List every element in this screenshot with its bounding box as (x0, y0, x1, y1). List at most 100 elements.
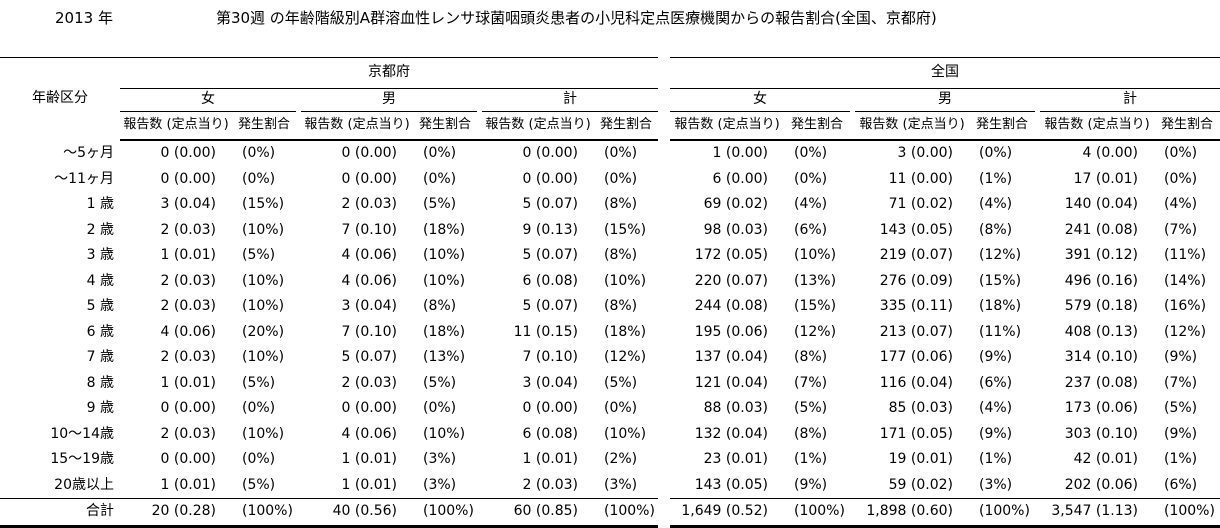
spacer (296, 498, 301, 528)
rate-cell: (12%) (604, 349, 647, 366)
count-cell: 40 (0.56) (301, 498, 413, 528)
count-cell: 5 (0.07) (522, 196, 578, 213)
sub-header-row: 報告数 (定点当り) 発生割合 報告数 (定点当り) 発生割合 報告数 (定点当… (0, 111, 1220, 141)
count-cell: 59 (0.02) (888, 476, 953, 493)
rate-header: 発生割合 (232, 111, 296, 141)
count-cell: 4 (0.06) (341, 272, 397, 289)
count-cell: 579 (0.18) (1064, 298, 1138, 315)
age-label: 9 歳 (86, 400, 114, 417)
rate-cell: (10%) (242, 425, 285, 442)
age-label: 20歳以上 (54, 476, 114, 493)
spacer (658, 140, 670, 167)
age-label: 5 歳 (86, 298, 114, 315)
age-label: 合計 (0, 498, 120, 528)
rate-cell: (5%) (794, 400, 828, 417)
rate-cell: (100%) (594, 498, 658, 528)
rate-cell: (100%) (969, 498, 1035, 528)
rate-cell: (16%) (1164, 298, 1207, 315)
table-row: 6 歳 4 (0.06) (20%) 7 (0.10) (18%) 11 (0.15) (1… (0, 320, 1220, 346)
count-cell: 219 (0.07) (879, 247, 953, 264)
count-cell: 121 (0.04) (694, 374, 768, 391)
count-cell: 69 (0.02) (703, 196, 768, 213)
section-gap (658, 58, 670, 141)
rate-cell: (5%) (423, 196, 457, 213)
rate-cell: (0%) (979, 145, 1013, 162)
count-cell: 172 (0.05) (694, 247, 768, 264)
count-cell: 7 (0.10) (341, 221, 397, 238)
spacer (658, 422, 670, 448)
rate-cell: (12%) (1164, 323, 1207, 340)
rate-cell: (10%) (423, 425, 466, 442)
count-header: 報告数 (定点当り) (1040, 111, 1154, 141)
count-cell: 0 (0.00) (160, 170, 216, 187)
count-cell: 0 (0.00) (522, 170, 578, 187)
count-cell: 0 (0.00) (522, 400, 578, 417)
rate-cell: (0%) (794, 145, 828, 162)
count-cell: 0 (0.00) (341, 400, 397, 417)
spacer (658, 269, 670, 295)
rate-cell: (0%) (242, 451, 276, 468)
spacer (477, 498, 482, 528)
table-row: 2 歳 2 (0.03) (10%) 7 (0.10) (18%) 9 (0.13) (15… (0, 218, 1220, 244)
rate-cell: (0%) (604, 400, 638, 417)
rate-cell: (9%) (794, 476, 828, 493)
rate-cell: (8%) (604, 298, 638, 315)
count-cell: 173 (0.06) (1064, 400, 1138, 417)
rate-cell: (13%) (794, 272, 837, 289)
count-cell: 7 (0.10) (341, 323, 397, 340)
age-label: ～5ヶ月 (63, 144, 114, 161)
national-total-header: 計 (1040, 88, 1220, 112)
table-row: 15～19歳 0 (0.00) (0%) 1 (0.01) (3%) 1 (0.01) (2… (0, 447, 1220, 473)
rate-cell: (4%) (979, 400, 1013, 417)
title-year: 2013 年 (55, 9, 113, 27)
kyoto-total-header: 計 (482, 88, 658, 112)
rate-cell: (9%) (1164, 349, 1198, 366)
count-cell: 5 (0.07) (522, 298, 578, 315)
count-cell: 1 (0.01) (341, 451, 397, 468)
table-row: 4 歳 2 (0.03) (10%) 4 (0.06) (10%) 6 (0.08) (10… (0, 269, 1220, 295)
count-cell: 85 (0.03) (888, 400, 953, 417)
rate-cell: (0%) (604, 170, 638, 187)
spacer (850, 111, 855, 141)
count-cell: 276 (0.09) (879, 272, 953, 289)
rate-cell: (10%) (423, 272, 466, 289)
count-cell: 143 (0.05) (879, 221, 953, 238)
count-cell: 1,649 (0.52) (670, 498, 784, 528)
count-cell: 4 (0.06) (341, 247, 397, 264)
rate-cell: (7%) (1164, 374, 1198, 391)
rate-cell: (15%) (604, 221, 647, 238)
rate-cell: (8%) (604, 247, 638, 264)
age-label: 1 歳 (86, 196, 114, 213)
count-cell: 140 (0.04) (1064, 196, 1138, 213)
count-cell: 137 (0.04) (694, 349, 768, 366)
rate-cell: (2%) (604, 451, 638, 468)
count-cell: 2 (0.03) (160, 298, 216, 315)
count-header: 報告数 (定点当り) (482, 111, 594, 141)
rate-cell: (15%) (242, 196, 285, 213)
spacer (850, 498, 855, 528)
rate-header: 発生割合 (969, 111, 1035, 141)
rate-cell: (0%) (1164, 170, 1198, 187)
count-cell: 4 (0.00) (1082, 145, 1138, 162)
rate-cell: (100%) (784, 498, 850, 528)
rate-cell: (10%) (242, 221, 285, 238)
rate-cell: (1%) (1164, 451, 1198, 468)
rate-cell: (6%) (1164, 476, 1198, 493)
count-header: 報告数 (定点当り) (670, 111, 784, 141)
spacer (658, 447, 670, 473)
count-cell: 1 (0.01) (160, 247, 216, 264)
count-cell: 19 (0.01) (888, 451, 953, 468)
age-label: 4 歳 (86, 272, 114, 289)
count-header: 報告数 (定点当り) (120, 111, 232, 141)
rate-cell: (1%) (979, 451, 1013, 468)
rate-cell: (8%) (794, 425, 828, 442)
count-cell: 0 (0.00) (341, 170, 397, 187)
spacer (296, 111, 301, 141)
count-cell: 116 (0.04) (879, 374, 953, 391)
count-cell: 7 (0.10) (522, 349, 578, 366)
count-cell: 1 (0.01) (522, 451, 578, 468)
rate-cell: (6%) (979, 374, 1013, 391)
count-cell: 1 (0.01) (160, 476, 216, 493)
rate-cell: (7%) (794, 374, 828, 391)
